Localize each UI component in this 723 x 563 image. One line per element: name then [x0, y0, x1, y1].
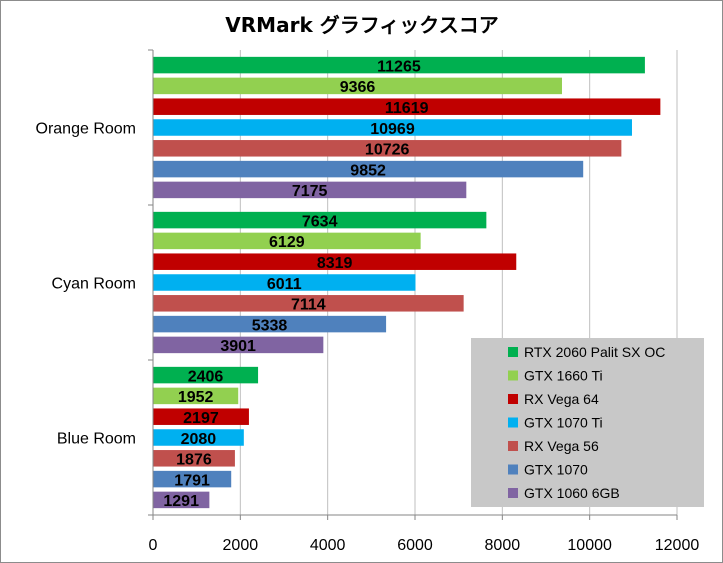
data-label: 7114 — [291, 297, 326, 314]
data-label: 10726 — [365, 142, 410, 159]
legend-swatch — [508, 464, 518, 475]
data-label: 1876 — [176, 452, 212, 469]
bar — [153, 98, 661, 115]
x-tick-label: 0 — [149, 537, 158, 554]
x-tick-label: 8000 — [485, 537, 521, 554]
x-tick-label: 12000 — [655, 537, 700, 554]
legend-swatch — [508, 488, 518, 498]
category-label: Blue Room — [57, 431, 136, 448]
legend-entry: GTX 1660 Ti — [524, 368, 603, 384]
x-tick-label: 2000 — [223, 537, 259, 554]
legend-entry: RTX 2060 Palit SX OC — [524, 344, 665, 360]
bar — [153, 387, 239, 405]
bar — [153, 211, 487, 229]
bar — [153, 295, 464, 312]
x-tick-label: 6000 — [397, 537, 433, 554]
legend-entry: GTX 1070 — [524, 462, 588, 478]
category-label: Orange Room — [36, 121, 137, 138]
bar — [153, 232, 421, 250]
bar — [153, 181, 467, 199]
bar — [153, 408, 249, 425]
legend-swatch — [508, 417, 518, 428]
category-label: Cyan Room — [52, 276, 136, 293]
bar — [153, 274, 416, 291]
axes: 0 2000 4000 6000 8000 10000 12000 Orange Room Cy… — [36, 49, 700, 554]
legend-entry: RX Vega 64 — [524, 391, 599, 407]
bar — [153, 315, 387, 333]
data-label: 7634 — [302, 213, 338, 230]
x-tick-label: 4000 — [310, 537, 346, 554]
legend-swatch — [508, 441, 518, 451]
data-label: 1791 — [174, 472, 210, 489]
data-label: 6129 — [269, 234, 305, 251]
data-label: 11265 — [377, 58, 421, 75]
x-tick-label: 10000 — [567, 537, 612, 554]
data-label: 3901 — [220, 338, 256, 355]
data-label: 1952 — [178, 389, 214, 406]
bar — [153, 56, 645, 74]
data-label: 2406 — [188, 368, 224, 385]
bar — [153, 253, 517, 270]
data-label: 9852 — [350, 162, 386, 179]
data-label: 5338 — [252, 317, 288, 334]
data-label: 1291 — [163, 493, 199, 510]
legend-swatch — [508, 394, 518, 404]
bar — [153, 160, 584, 178]
legend-swatch — [508, 347, 518, 357]
legend-entry: GTX 1060 6GB — [524, 485, 620, 501]
bar — [153, 470, 232, 488]
bar — [153, 429, 244, 446]
data-label: 9366 — [340, 79, 376, 96]
bar — [153, 450, 235, 467]
data-label: 2080 — [181, 431, 217, 448]
data-label: 10969 — [370, 121, 415, 138]
bar — [153, 140, 622, 157]
data-label: 8319 — [317, 255, 353, 272]
bar — [153, 119, 632, 136]
bar — [153, 77, 562, 95]
data-label: 2197 — [183, 410, 219, 427]
bar — [153, 366, 259, 384]
legend-entry: GTX 1070 Ti — [524, 415, 603, 431]
data-label: 7175 — [292, 183, 328, 200]
legend-entry: RX Vega 56 — [524, 438, 599, 454]
bar — [153, 336, 324, 354]
data-label: 11619 — [385, 100, 429, 117]
legend-swatch — [508, 370, 518, 381]
data-label: 6011 — [267, 276, 302, 293]
legend: RTX 2060 Palit SX OC GTX 1660 Ti RX Vega 6… — [471, 338, 704, 507]
chart-title: VRMark グラフィックスコア — [225, 13, 498, 37]
bar — [153, 491, 210, 509]
